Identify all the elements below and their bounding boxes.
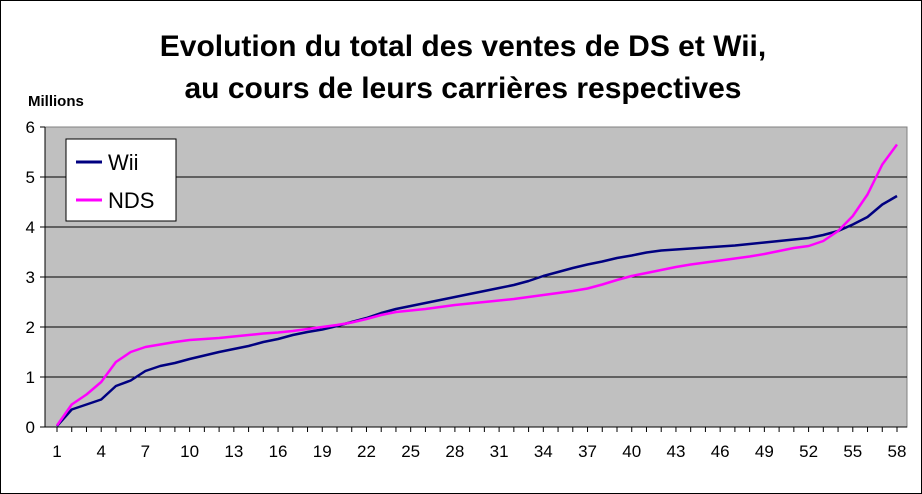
x-tick-label: 34 bbox=[534, 442, 553, 461]
y-tick-label: 1 bbox=[26, 368, 35, 387]
x-tick-label: 28 bbox=[445, 442, 464, 461]
x-tick-label: 19 bbox=[313, 442, 332, 461]
legend-box bbox=[65, 138, 177, 222]
x-tick-label: 37 bbox=[578, 442, 597, 461]
x-tick-label: 43 bbox=[666, 442, 685, 461]
x-tick-label: 7 bbox=[141, 442, 150, 461]
x-tick-label: 4 bbox=[96, 442, 105, 461]
x-tick-label: 10 bbox=[180, 442, 199, 461]
x-tick-label: 1 bbox=[52, 442, 61, 461]
x-tick-label: 13 bbox=[224, 442, 243, 461]
y-tick-label: 2 bbox=[26, 318, 35, 337]
y-ticks: 0 1 2 3 4 5 6 bbox=[26, 118, 45, 437]
x-tick-label: 25 bbox=[401, 442, 420, 461]
y-tick-label: 0 bbox=[26, 418, 35, 437]
x-tick-label: 16 bbox=[269, 442, 288, 461]
x-tick-label: 58 bbox=[888, 442, 907, 461]
x-tick-label: 55 bbox=[843, 442, 862, 461]
y-tick-label: 4 bbox=[26, 218, 35, 237]
series-line-nds bbox=[55, 143, 899, 427]
x-tick-label: 31 bbox=[490, 442, 509, 461]
x-tick-label: 52 bbox=[799, 442, 818, 461]
series-line-wii bbox=[56, 194, 898, 427]
series-group bbox=[55, 143, 899, 427]
x-tick-label: 49 bbox=[755, 442, 774, 461]
x-tick-label: 46 bbox=[711, 442, 730, 461]
legend-label-nds: NDS bbox=[108, 188, 154, 213]
legend: Wii NDS bbox=[65, 138, 177, 222]
x-ticks: 1 4 7 10 13 16 19 22 25 28 31 34 37 40 43 46 49 52 55 58 bbox=[52, 427, 906, 461]
chart-title: Evolution du total des ventes de DS et W… bbox=[160, 30, 766, 63]
y-tick-label: 3 bbox=[26, 268, 35, 287]
x-tick-label: 22 bbox=[357, 442, 376, 461]
y-tick-label: 6 bbox=[26, 118, 35, 137]
x-tick-label: 40 bbox=[622, 442, 641, 461]
legend-label-wii: Wii bbox=[108, 150, 139, 175]
chart-subtitle: au cours de leurs carrières respectives bbox=[185, 72, 742, 105]
y-axis-label: Millions bbox=[28, 93, 84, 110]
gridlines bbox=[45, 176, 907, 378]
y-tick-label: 5 bbox=[26, 168, 35, 187]
